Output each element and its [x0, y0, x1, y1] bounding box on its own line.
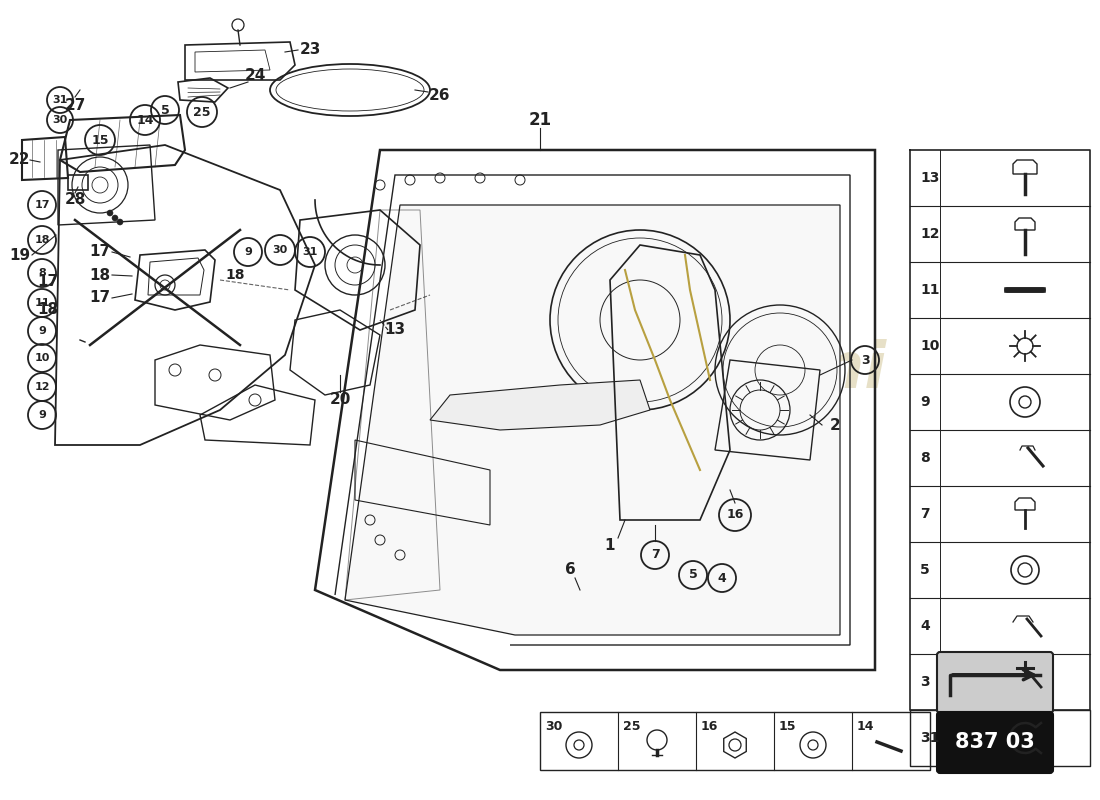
Text: 837 03: 837 03 [955, 733, 1035, 753]
Text: 13: 13 [920, 171, 939, 185]
Text: 17: 17 [34, 200, 50, 210]
Text: 17: 17 [37, 274, 58, 290]
Text: 17: 17 [89, 290, 111, 306]
Text: 15: 15 [91, 134, 109, 146]
Circle shape [112, 215, 118, 221]
Text: a passion for parts: a passion for parts [516, 480, 724, 500]
Text: 15: 15 [779, 720, 796, 733]
Text: 5: 5 [689, 569, 697, 582]
FancyBboxPatch shape [937, 652, 1053, 713]
Text: 9: 9 [920, 395, 929, 409]
Text: 14: 14 [857, 720, 874, 733]
Text: 6: 6 [564, 562, 575, 578]
Text: 21: 21 [528, 111, 551, 129]
Text: 18: 18 [226, 268, 244, 282]
Text: 18: 18 [34, 235, 50, 245]
Text: 30: 30 [544, 720, 562, 733]
Text: 20: 20 [329, 393, 351, 407]
Text: 9: 9 [39, 326, 46, 336]
Text: 8: 8 [920, 451, 929, 465]
Text: 16: 16 [726, 509, 744, 522]
Text: 12: 12 [34, 382, 50, 392]
Text: 11: 11 [34, 298, 50, 308]
Text: 5: 5 [920, 563, 929, 577]
Circle shape [107, 210, 113, 216]
Text: parts: parts [575, 399, 764, 461]
Text: 30: 30 [273, 245, 287, 255]
Text: 11: 11 [920, 283, 939, 297]
Text: 23: 23 [299, 42, 321, 58]
Bar [540, 712, 930, 770]
Text: 8: 8 [39, 268, 46, 278]
Circle shape [117, 219, 123, 225]
Text: 12: 12 [920, 227, 939, 241]
Polygon shape [345, 205, 840, 635]
Text: 9: 9 [39, 410, 46, 420]
Text: 25: 25 [623, 720, 640, 733]
Text: 13: 13 [384, 322, 406, 338]
FancyBboxPatch shape [937, 712, 1053, 773]
Text: 14: 14 [136, 114, 154, 126]
Text: 28: 28 [64, 193, 86, 207]
Text: 10: 10 [920, 339, 939, 353]
Text: 25: 25 [194, 106, 211, 118]
Text: 2: 2 [829, 418, 840, 433]
Text: 4: 4 [920, 619, 929, 633]
Text: 7: 7 [920, 507, 929, 521]
Text: 10: 10 [34, 353, 50, 363]
Text: 18: 18 [89, 267, 111, 282]
Text: 3: 3 [860, 354, 869, 366]
Text: 17: 17 [89, 245, 111, 259]
Text: 3: 3 [920, 675, 929, 689]
Text: 26: 26 [429, 87, 451, 102]
Text: 9: 9 [244, 247, 252, 257]
Text: 19: 19 [10, 247, 31, 262]
Text: 18: 18 [37, 302, 58, 318]
Text: 27: 27 [64, 98, 86, 113]
Text: 24: 24 [244, 67, 266, 82]
Text: 1: 1 [605, 538, 615, 553]
Text: 515   985: 515 985 [627, 521, 773, 550]
Text: 31: 31 [920, 731, 939, 745]
Text: 16: 16 [701, 720, 718, 733]
Text: 31: 31 [302, 247, 318, 257]
Text: 30: 30 [53, 115, 67, 125]
Text: 22: 22 [9, 153, 31, 167]
Text: 5: 5 [161, 103, 169, 117]
Text: lamborghini: lamborghini [453, 338, 887, 402]
Text: 4: 4 [717, 571, 726, 585]
Text: 7: 7 [650, 549, 659, 562]
Text: 31: 31 [53, 95, 68, 105]
Polygon shape [430, 380, 650, 430]
